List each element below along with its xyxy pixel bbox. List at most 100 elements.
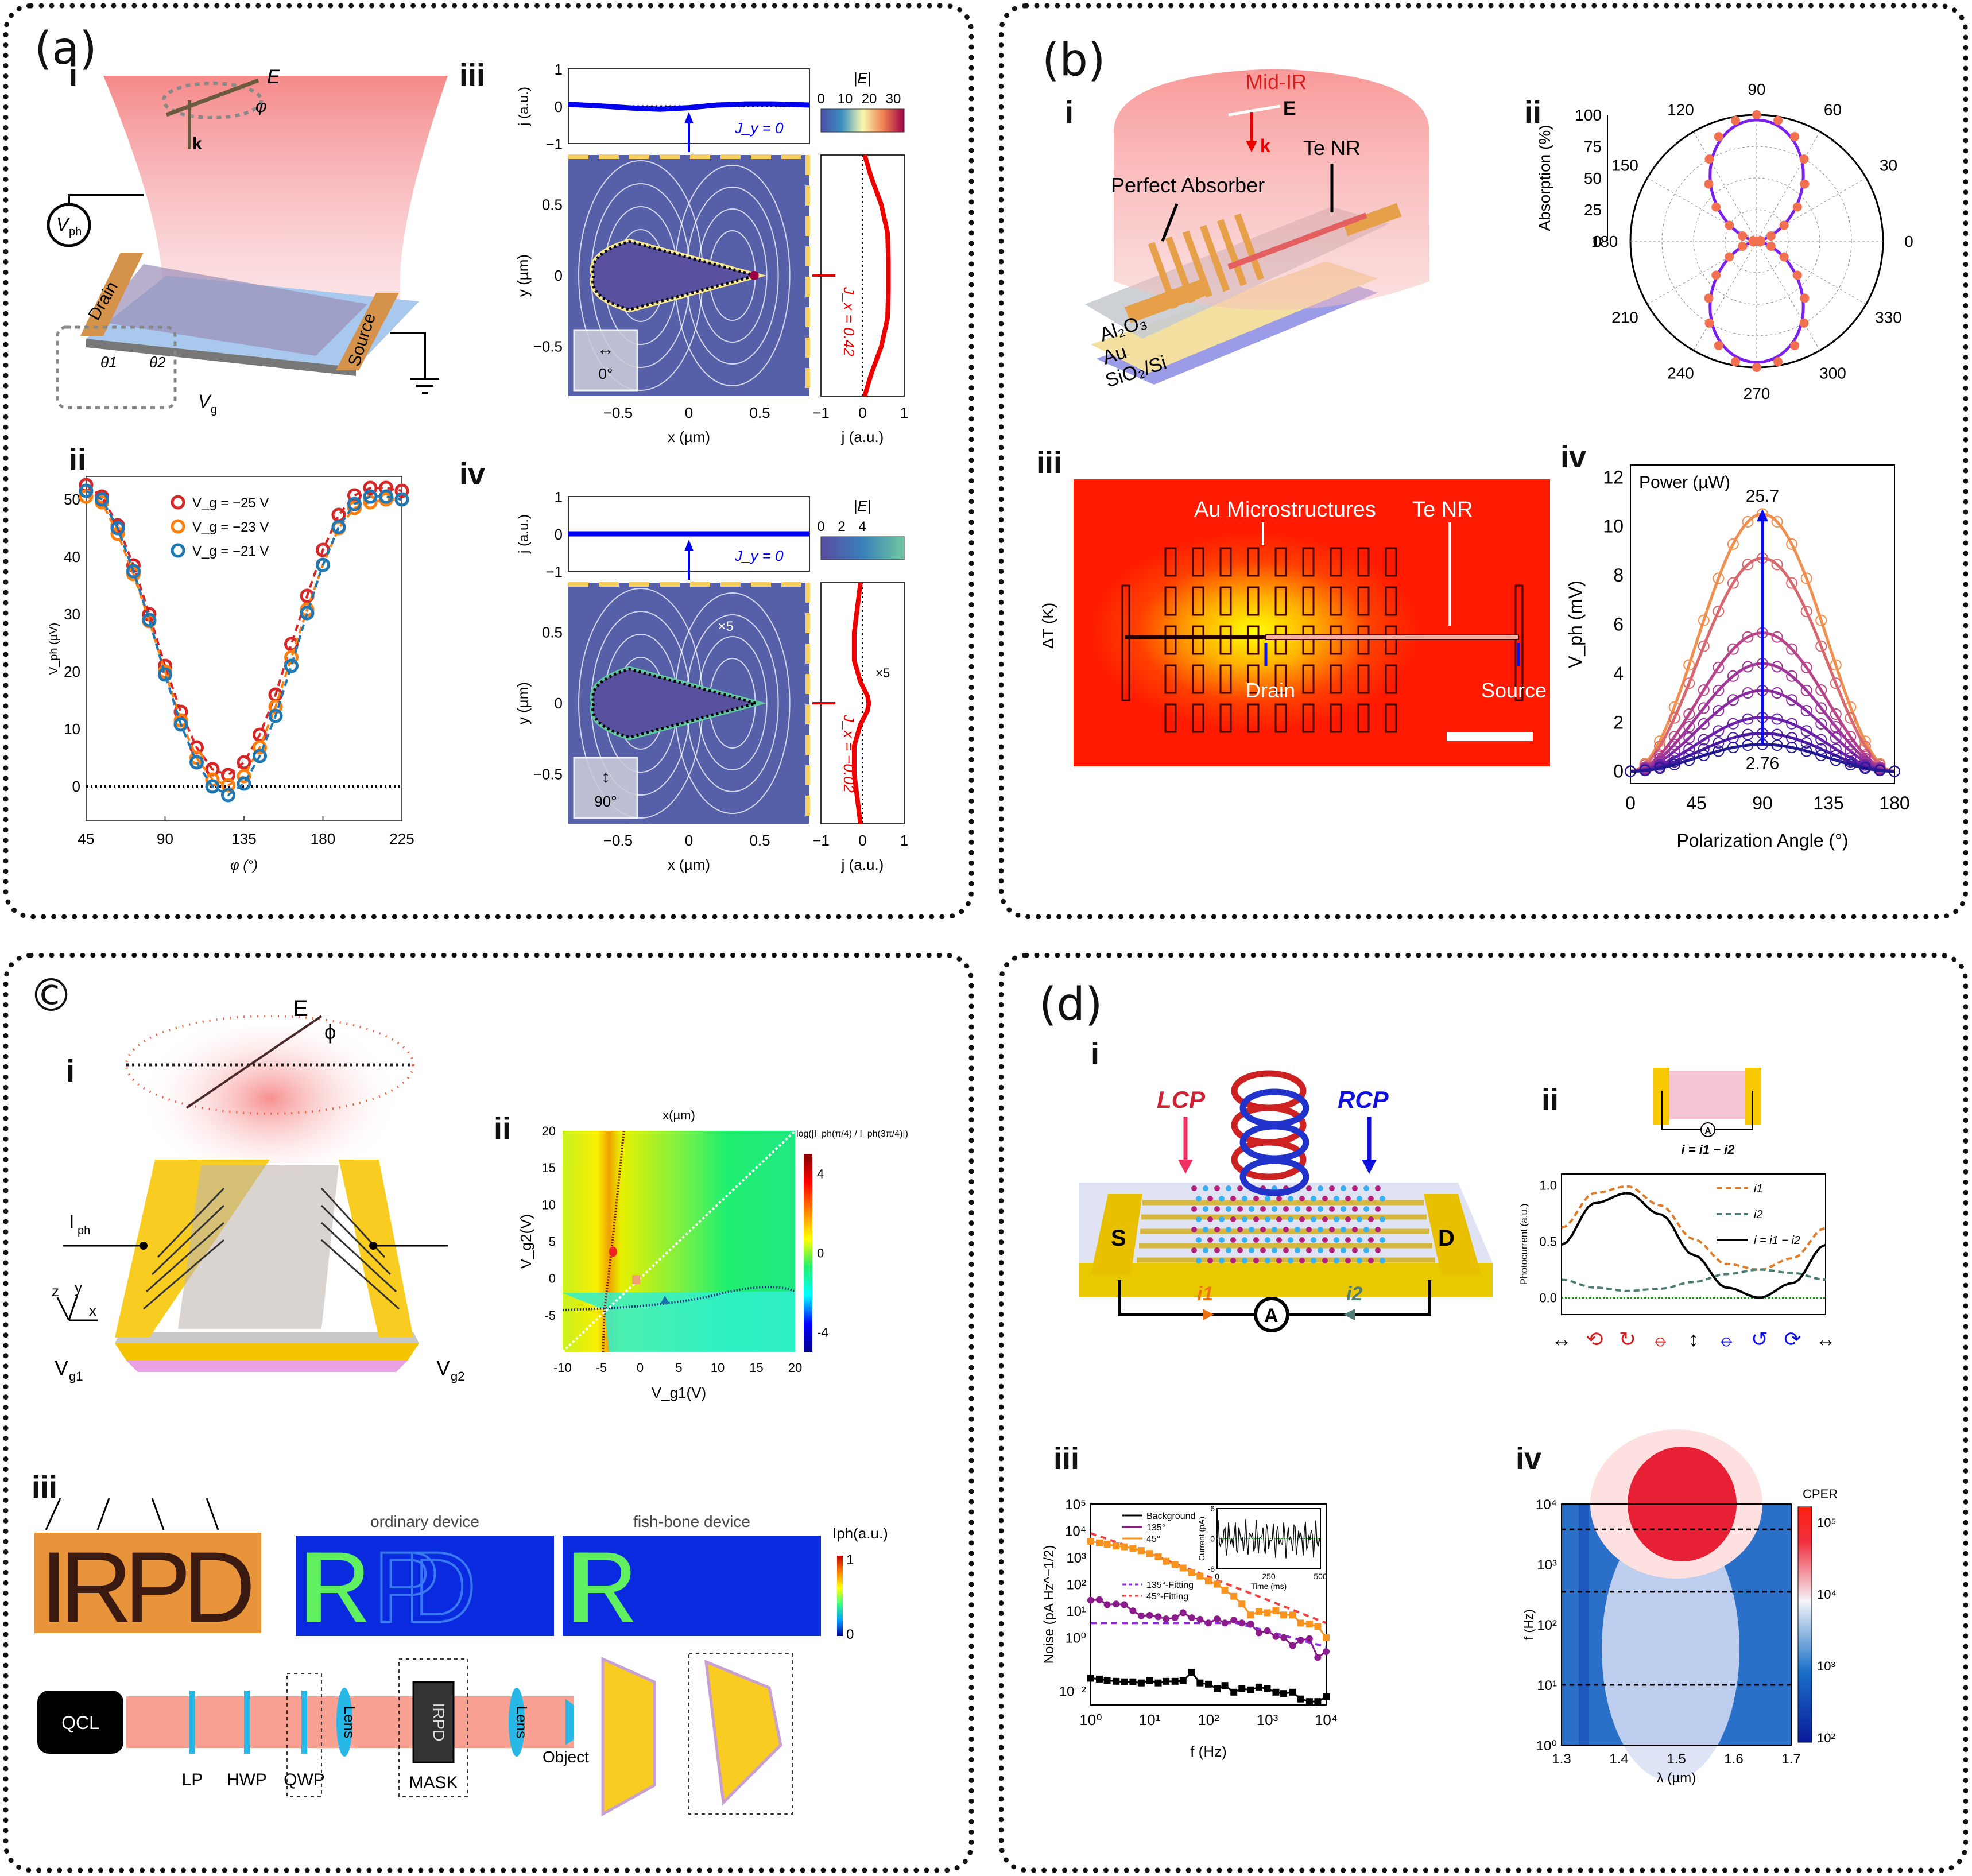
data-point: [1800, 661, 1812, 673]
data-point: [1792, 270, 1802, 280]
hotspot: [749, 271, 759, 280]
lattice-atom: [1226, 1185, 1231, 1191]
x-tick-label: 1.5: [1667, 1751, 1686, 1767]
a-i-vg-label: V: [198, 391, 212, 412]
legend-label: 45°: [1146, 1534, 1160, 1544]
optic-label: LP: [182, 1770, 203, 1789]
series-line-7: [1630, 743, 1895, 773]
data-point: [1213, 1615, 1221, 1623]
x-tick-label: 0.5: [749, 832, 770, 849]
d-iv-label: iv: [1516, 1441, 1542, 1476]
data-point: [1748, 237, 1758, 247]
lattice-atom: [1214, 1247, 1220, 1253]
y-axis-label: f (Hz): [1521, 1609, 1536, 1640]
au-microstructure: [1219, 703, 1232, 733]
au-microstructure: [1274, 547, 1287, 577]
data-point: [1815, 702, 1827, 714]
polar-spoke: [1647, 241, 1757, 305]
data-point: [1196, 1679, 1204, 1687]
data-point: [1704, 154, 1714, 164]
d-ii-label: ii: [1541, 1083, 1559, 1117]
colorbar-tick: 30: [886, 91, 901, 107]
data-point: [1815, 684, 1827, 696]
c-i-phi-label: ϕ: [324, 1020, 336, 1044]
y-tick-label: 10²: [1066, 1577, 1086, 1593]
lattice-atom: [1322, 1237, 1328, 1243]
b-i-te-nr: [1227, 212, 1367, 270]
data-point: [1766, 242, 1776, 251]
angle-tick-label: 90: [1748, 80, 1765, 98]
data-point: [1771, 687, 1783, 699]
au-microstructure: [1192, 664, 1204, 694]
data-point: [347, 497, 362, 511]
a-i-vph-meter: [47, 203, 91, 247]
data-point: [1730, 357, 1740, 367]
lattice-atom: [1249, 1206, 1254, 1212]
data-point: [1323, 1634, 1330, 1641]
x-tick-label: 1.4: [1609, 1751, 1628, 1767]
data-point: [1103, 1601, 1111, 1608]
au-microstructure: [1274, 703, 1287, 733]
y-tick-label: 12: [1603, 467, 1624, 487]
data-point: [1255, 1608, 1262, 1615]
svg-text:x: x: [89, 1302, 96, 1319]
data-point: [1711, 202, 1721, 212]
data-point: [1727, 577, 1739, 589]
polar-grid-ring: [1693, 177, 1820, 305]
waveplate-lp: [189, 1691, 195, 1754]
scale-annotation: ×5: [718, 619, 733, 634]
panel-a-label: (a): [34, 23, 97, 75]
a-ii-chart: 45 90 135 180 225 0 10 20 30 40 50 φ (°) V_ph (µV) V_…: [48, 476, 414, 873]
svg-text:g: g: [211, 404, 217, 416]
x-tick-label: -5: [596, 1361, 607, 1375]
data-point: [1815, 640, 1827, 652]
lattice-atom: [1318, 1206, 1323, 1212]
data-point: [1272, 1688, 1280, 1696]
legend-label: 135°: [1146, 1523, 1165, 1533]
lattice-atom: [1363, 1206, 1369, 1212]
y-tick-label: 15: [542, 1161, 556, 1175]
jy-arrowhead: [684, 540, 694, 551]
au-microstructure: [1164, 625, 1177, 655]
c-i-vg1-label: V: [55, 1356, 68, 1379]
jx-tick-label: −1: [812, 832, 830, 849]
data-point: [1095, 1596, 1103, 1603]
d-i-d-label: D: [1438, 1226, 1455, 1251]
legend-marker: [171, 519, 185, 534]
data-point: [1790, 132, 1800, 142]
polarization-arrow: [151, 1498, 165, 1530]
data-point: [1786, 732, 1798, 744]
lattice-atom: [1276, 1258, 1282, 1263]
data-point: [1095, 1539, 1103, 1546]
lattice-atom: [1318, 1227, 1323, 1232]
data-point: [1154, 1613, 1162, 1621]
data-point: [1179, 1564, 1187, 1572]
data-point: [1771, 631, 1783, 643]
data-point: [394, 483, 409, 498]
angle-tick-label: 0: [1904, 232, 1913, 250]
data-point: [1889, 765, 1900, 777]
data-point: [1163, 1557, 1170, 1565]
data-point: [1154, 1553, 1162, 1561]
data-point: [1698, 750, 1710, 762]
y-tick-label: 10⁻²: [1059, 1684, 1086, 1700]
te-nr: [1265, 634, 1519, 640]
y-tick-label: 10¹: [1537, 1678, 1557, 1693]
data-point: [1713, 572, 1725, 584]
data-point: [1238, 1600, 1246, 1608]
au-microstructure: [1192, 625, 1204, 655]
data-point: [363, 480, 378, 495]
jx-axis-label: j (a.u.): [841, 428, 884, 445]
polarization-state-icon-rcp-circle: ↺: [1751, 1327, 1768, 1351]
data-point: [1188, 1614, 1195, 1622]
lattice-atom: [1226, 1247, 1231, 1253]
au-microstructure: [1247, 625, 1260, 655]
colorbar-tick: 4: [817, 1167, 824, 1181]
x-tick-label: 90: [157, 830, 173, 847]
au-microstructure: [1164, 586, 1177, 616]
data-point: [394, 492, 409, 507]
au-microstructure: [1357, 664, 1370, 694]
d-i-helix-red: [1231, 1070, 1307, 1180]
angle-tick-label: 330: [1875, 309, 1902, 327]
lattice-atom: [1311, 1216, 1316, 1222]
